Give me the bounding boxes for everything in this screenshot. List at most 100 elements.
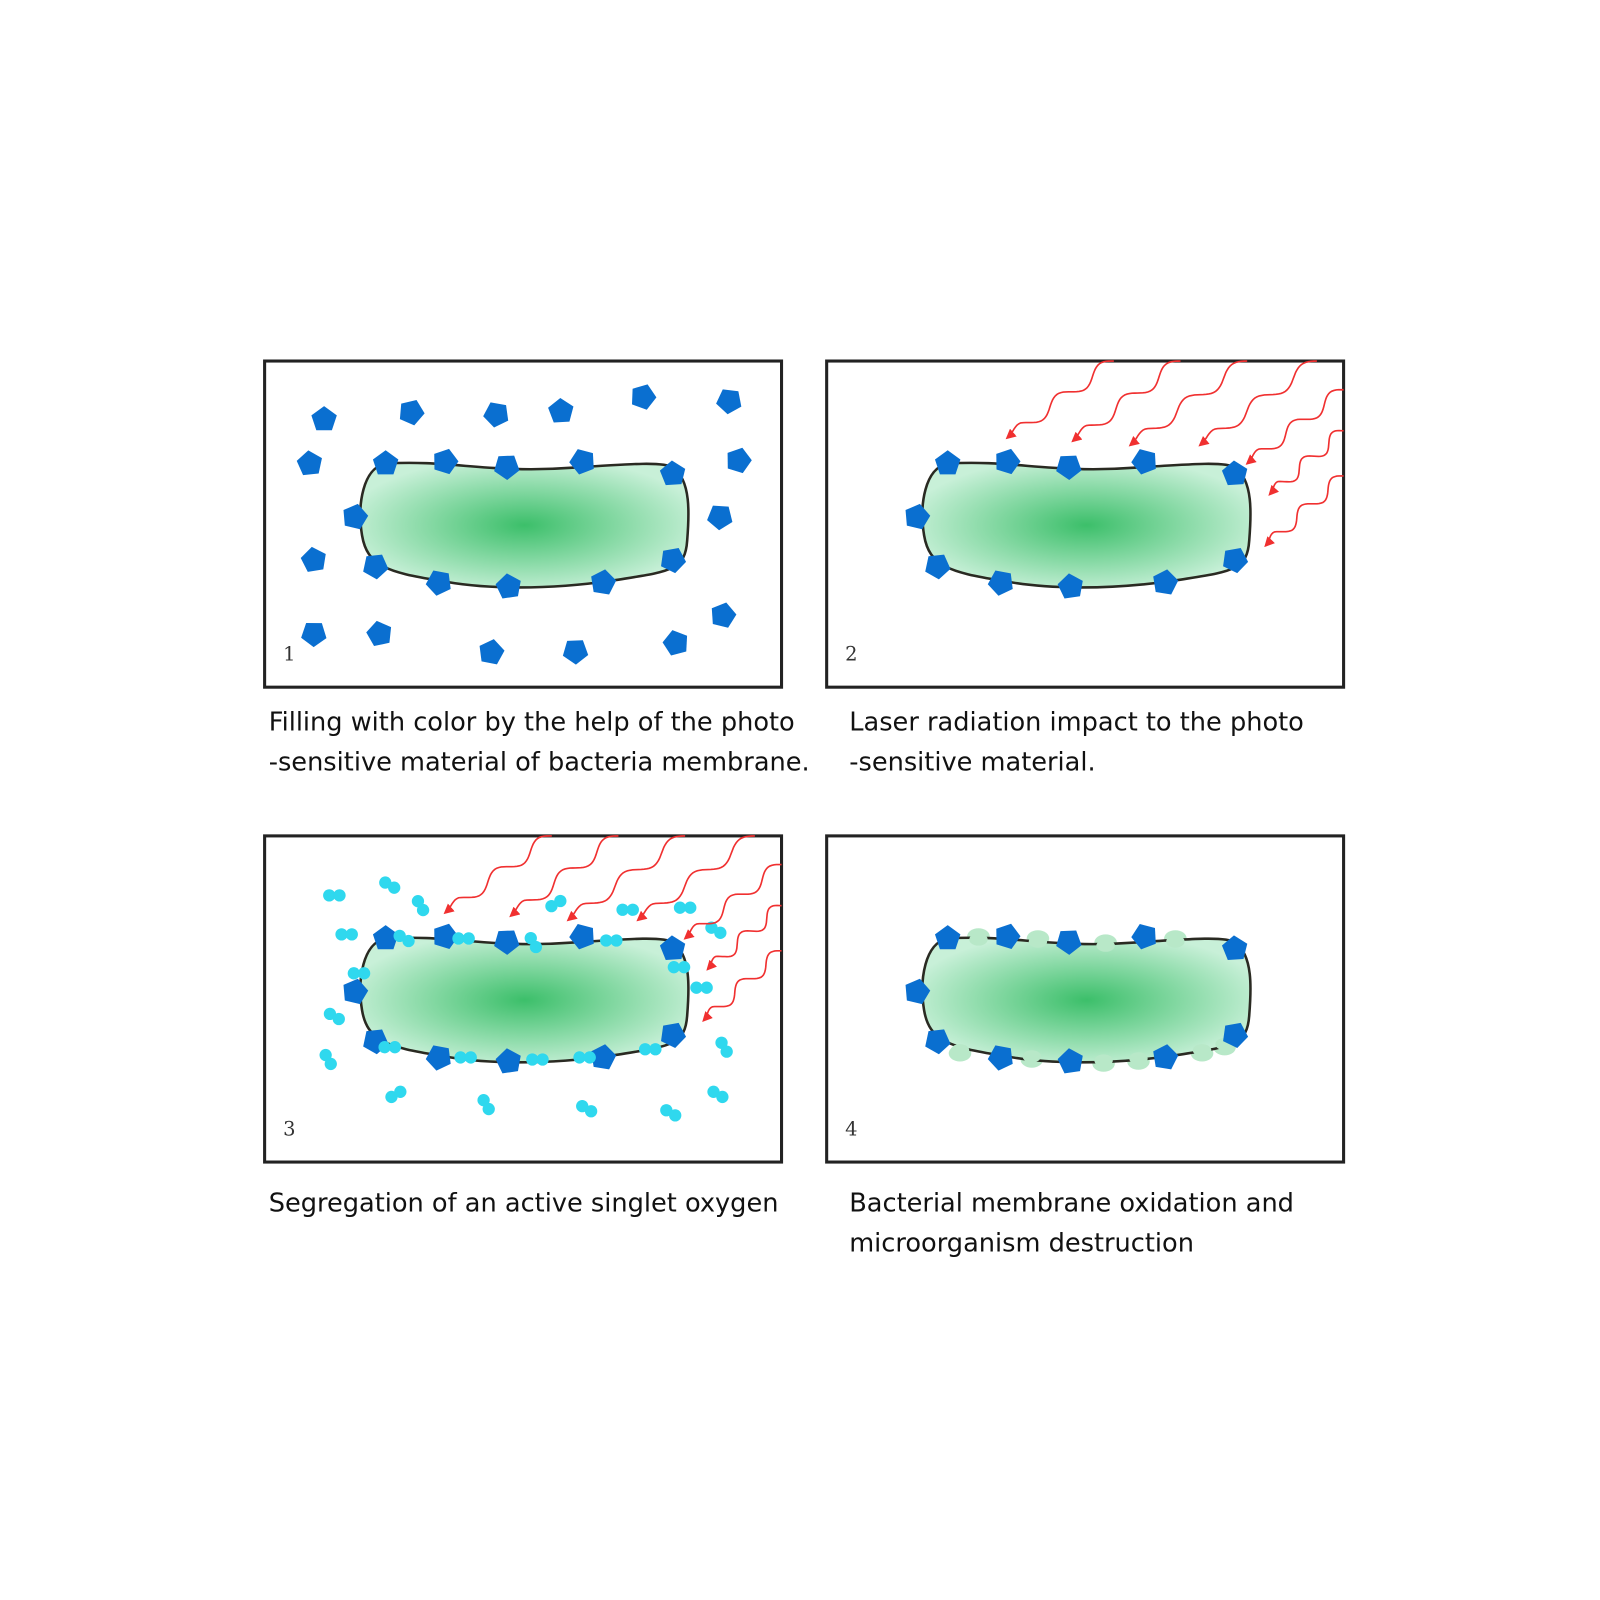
panel-4: 4 [825, 834, 1346, 1164]
singlet-oxygen-atom [388, 1041, 402, 1054]
photosensitizer-molecule [591, 1044, 617, 1070]
panel-1: 1 [263, 359, 784, 689]
photosensitizer-molecule [727, 447, 752, 474]
singlet-oxygen-atom [388, 881, 401, 894]
photosensitizer-molecule [1057, 1048, 1083, 1074]
oxidized-membrane-spot [950, 1044, 970, 1057]
photosensitizer-molecule [363, 554, 389, 580]
photosensitizer-molecule [925, 554, 951, 580]
laser-ray-arrow [1005, 360, 1114, 440]
singlet-oxygen-atom [335, 928, 348, 941]
photosensitizer-molecule [479, 639, 505, 665]
photosensitizer-molecule [569, 924, 594, 950]
singlet-oxygen-atom [464, 1051, 477, 1064]
caption-4-line-2: microorganism destruction [849, 1228, 1194, 1258]
singlet-oxygen-atom [323, 889, 336, 902]
oxidized-membrane-spot [1096, 939, 1115, 952]
singlet-oxygen-atom [700, 981, 713, 994]
singlet-oxygen-atom [554, 894, 567, 908]
photosensitizer-molecule [905, 503, 931, 530]
photosensitizer-molecule [343, 978, 369, 1005]
panel-number: 2 [845, 643, 857, 666]
laser-ray-arrow [636, 835, 755, 922]
singlet-oxygen-atom [332, 1012, 345, 1026]
photosensitizer-molecule [659, 460, 686, 486]
photosensitizer-molecule [494, 455, 520, 480]
photosensitizer-molecule [1153, 1044, 1179, 1070]
singlet-oxygen-atom [452, 932, 465, 945]
singlet-oxygen-atom [482, 1102, 495, 1116]
photosensitizer-molecule [996, 923, 1021, 950]
photosensitizer-molecule [372, 450, 399, 475]
caption-2-line-1: Laser radiation impact to the photo [849, 707, 1304, 737]
laser-ray-arrow [566, 835, 686, 922]
photosensitizer-molecule [562, 640, 589, 665]
caption-2-line-2: -sensitive material. [849, 747, 1095, 777]
singlet-oxygen-atom [669, 1109, 682, 1122]
singlet-oxygen-atom [705, 921, 718, 934]
singlet-oxygen-atom [402, 934, 415, 948]
photosensitizer-molecule [662, 630, 688, 656]
singlet-oxygen-atom [616, 903, 629, 916]
laser-ray-arrow [1071, 360, 1181, 443]
singlet-oxygen-atom [454, 1051, 467, 1064]
photosensitizer-molecule [1221, 460, 1248, 486]
panel-number: 3 [283, 1117, 295, 1140]
singlet-oxygen-atom [667, 961, 680, 974]
singlet-oxygen-atom [477, 1094, 490, 1107]
photosensitizer-molecule [483, 402, 509, 428]
photosensitizer-molecule [1131, 924, 1156, 950]
caption-4-line-1: Bacterial membrane oxidation and [849, 1188, 1294, 1218]
singlet-oxygen-atom [584, 1105, 598, 1118]
photosensitizer-molecule [987, 1045, 1013, 1071]
photosensitizer-molecule [934, 925, 961, 950]
singlet-oxygen-atom [357, 967, 371, 980]
laser-ray-arrow [1198, 360, 1317, 447]
bacterium-cell [359, 936, 690, 1064]
photosensitizer-molecule [1056, 455, 1082, 480]
photosensitizer-molecule [632, 384, 657, 410]
singlet-oxygen-atom [638, 1043, 652, 1056]
bacterium-cell [921, 461, 1252, 589]
photosensitizer-molecule [366, 620, 392, 647]
photosensitizer-molecule [661, 548, 687, 574]
photosensitizer-molecule [296, 450, 322, 476]
photosensitizer-molecule [569, 449, 594, 475]
singlet-oxygen-atom [707, 1085, 720, 1098]
photosensitizer-molecule [301, 622, 327, 648]
photosensitizer-molecule [711, 602, 737, 628]
singlet-oxygen-atom [626, 903, 639, 916]
laser-ray-arrow [1268, 429, 1344, 496]
laser-ray-arrow [1128, 360, 1248, 447]
caption-1-line-1: Filling with color by the help of the ph… [269, 707, 795, 737]
singlet-oxygen-atom [600, 934, 613, 947]
photosensitizer-molecule [434, 448, 459, 475]
singlet-oxygen-atom [673, 901, 687, 914]
singlet-oxygen-atom [462, 932, 475, 945]
singlet-oxygen-atom [393, 929, 406, 943]
laser-ray-arrow [706, 904, 782, 971]
photosensitizer-molecule [495, 1048, 521, 1074]
panel-3: 3 [263, 834, 784, 1164]
singlet-oxygen-atom [690, 981, 703, 994]
photosensitizer-molecule [661, 1022, 687, 1048]
oxidized-membrane-spot [1028, 935, 1048, 948]
singlet-oxygen-atom [610, 934, 623, 947]
singlet-oxygen-atom [378, 1041, 391, 1054]
photosensitizer-molecule [495, 573, 521, 599]
photosensitizer-molecule [425, 1045, 451, 1071]
singlet-oxygen-atom [529, 940, 543, 954]
photosensitizer-molecule [372, 925, 399, 950]
laser-ray-arrow [1245, 388, 1344, 465]
singlet-oxygen-atom [573, 1051, 586, 1064]
singlet-oxygen-atom [319, 1048, 332, 1062]
singlet-oxygen-atom [684, 901, 697, 914]
singlet-oxygen-atom [347, 967, 360, 980]
photosensitizer-molecule [1131, 449, 1156, 475]
oxidized-membrane-spot [1022, 1050, 1042, 1063]
caption-3-line-1: Segregation of an active singlet oxygen [269, 1188, 779, 1218]
singlet-oxygen-atom [379, 876, 392, 889]
photosensitizer-molecule [1153, 569, 1179, 595]
singlet-oxygen-atom [526, 1053, 539, 1066]
bacterium-cell [359, 461, 690, 589]
